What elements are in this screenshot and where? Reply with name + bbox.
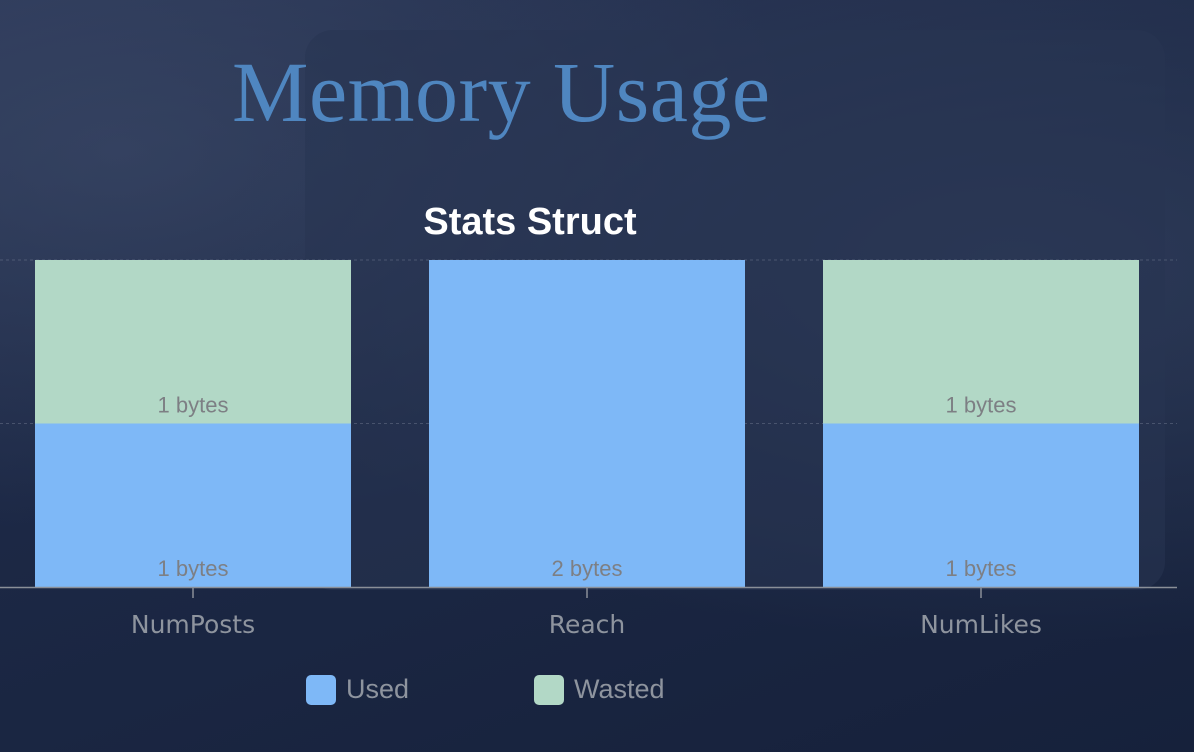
data-labels: 1 bytes 1 bytes 2 bytes 1 bytes 1 bytes — [158, 393, 1017, 582]
bar-wasted-numlikes[interactable] — [823, 260, 1139, 424]
bar-used-reach[interactable] — [429, 260, 745, 587]
data-label: 1 bytes — [946, 556, 1017, 581]
x-tick-label: NumLikes — [920, 610, 1042, 639]
legend-label-wasted: Wasted — [574, 674, 665, 704]
bars — [35, 260, 1139, 587]
x-axis: NumPosts Reach NumLikes — [0, 586, 1177, 639]
page-title: Memory Usage — [232, 44, 771, 140]
data-label: 1 bytes — [946, 393, 1017, 418]
legend-swatch-used — [306, 674, 336, 705]
x-tick-label: NumPosts — [131, 610, 255, 639]
bar-wasted-numposts[interactable] — [35, 260, 351, 424]
legend-label-used: Used — [346, 674, 410, 704]
data-label: 1 bytes — [158, 556, 229, 581]
chart-title: Stats Struct — [423, 201, 637, 243]
legend-swatch-wasted — [534, 674, 564, 705]
bar-used-numlikes[interactable] — [823, 423, 1139, 588]
bar-used-numposts[interactable] — [35, 423, 351, 588]
x-tick-label: Reach — [549, 610, 626, 639]
data-label: 1 bytes — [158, 393, 229, 418]
data-label: 2 bytes — [552, 556, 623, 581]
legend-item-used[interactable]: Used — [306, 674, 409, 705]
legend-item-wasted[interactable]: Wasted — [534, 674, 665, 705]
